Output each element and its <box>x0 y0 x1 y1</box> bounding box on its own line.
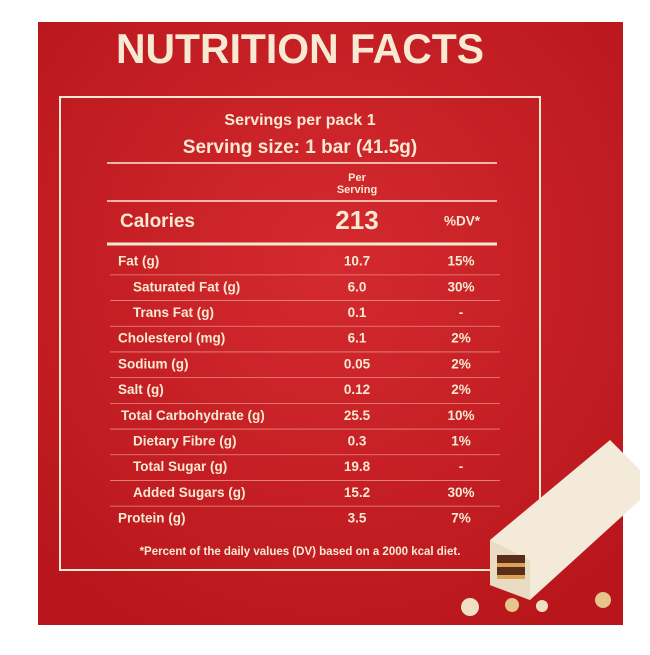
nutrient-dv: 2% <box>451 356 471 371</box>
calories-label: Calories <box>120 211 195 232</box>
nutrient-dv: 2% <box>451 382 471 397</box>
column-header-line2: Serving <box>337 184 377 196</box>
nutrient-amount: 6.0 <box>348 279 367 294</box>
wafer-layer <box>497 567 525 575</box>
nutrient-name: Fat (g) <box>118 254 159 269</box>
wafer-layer <box>497 575 525 579</box>
nutrient-rows: Fat (g) 10.7 15% Saturated Fat (g) 6.0 30% Tra… <box>110 254 500 526</box>
dv-header: %DV* <box>444 214 481 229</box>
nutrient-name: Dietary Fibre (g) <box>133 433 237 448</box>
nutrient-name: Total Sugar (g) <box>133 459 227 474</box>
nutrient-amount: 6.1 <box>348 331 367 346</box>
nutrient-dv: 10% <box>447 408 474 423</box>
nutrient-dv: 1% <box>451 433 471 448</box>
serving-size: Serving size: 1 bar (41.5g) <box>183 137 417 158</box>
nutrient-amount: 0.12 <box>344 382 370 397</box>
nutrient-amount: 0.05 <box>344 356 371 371</box>
column-header-line1: Per <box>348 172 366 184</box>
facts-box <box>59 96 541 571</box>
crumb <box>595 592 611 608</box>
nutrient-dv: 2% <box>451 331 471 346</box>
nutrient-dv: - <box>459 459 464 474</box>
footnote: *Percent of the daily values (DV) based … <box>140 546 461 558</box>
nutrient-name: Sodium (g) <box>118 356 189 371</box>
nutrient-amount: 25.5 <box>344 408 371 423</box>
nutrient-dv: 30% <box>447 279 474 294</box>
nutrient-name: Saturated Fat (g) <box>133 279 240 294</box>
kitkat-illustration <box>461 440 640 616</box>
nutrient-dv: 30% <box>447 485 474 500</box>
calories-value: 213 <box>335 205 378 235</box>
crumb <box>461 598 479 616</box>
nutrient-amount: 19.8 <box>344 459 371 474</box>
servings-per-pack: Servings per pack 1 <box>224 112 375 129</box>
crumb <box>505 598 519 612</box>
nutrient-dv: - <box>459 305 464 320</box>
nutrient-name: Protein (g) <box>118 511 186 526</box>
title: NUTRITION FACTS <box>116 25 484 72</box>
nutrient-dv: 7% <box>451 511 471 526</box>
wafer-layer <box>497 555 525 563</box>
nutrient-amount: 10.7 <box>344 254 370 269</box>
nutrient-name: Trans Fat (g) <box>133 305 214 320</box>
nutrient-amount: 3.5 <box>348 511 367 526</box>
nutrient-dv: 15% <box>447 254 474 269</box>
wafer-layer <box>497 563 525 567</box>
nutrient-amount: 0.3 <box>348 433 367 448</box>
nutrient-name: Cholesterol (mg) <box>118 331 225 346</box>
nutrient-amount: 15.2 <box>344 485 370 500</box>
nutrient-name: Salt (g) <box>118 382 164 397</box>
crumb <box>536 600 548 612</box>
nutrient-amount: 0.1 <box>348 305 367 320</box>
nutrient-name: Added Sugars (g) <box>133 485 246 500</box>
nutrient-name: Total Carbohydrate (g) <box>121 408 265 423</box>
